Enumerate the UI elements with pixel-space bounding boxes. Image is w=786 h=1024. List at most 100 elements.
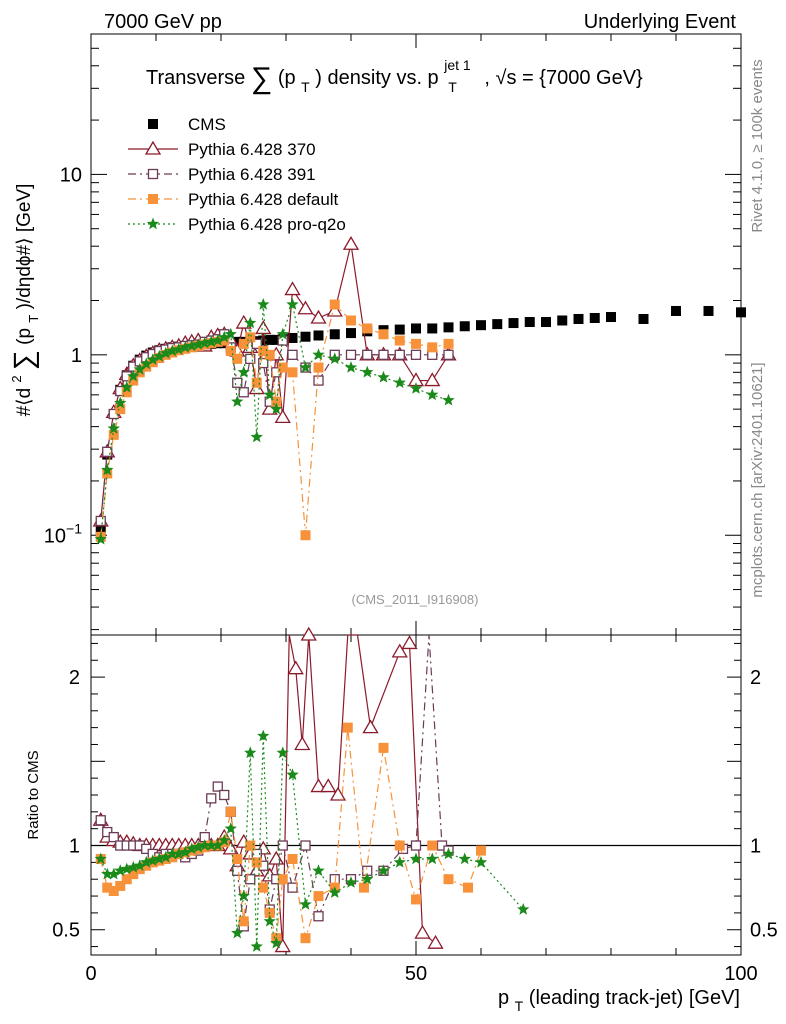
ratio-point bbox=[276, 746, 289, 759]
data-point bbox=[443, 338, 454, 349]
data-point bbox=[345, 349, 357, 360]
data-point bbox=[153, 349, 166, 362]
ratio-series-pythia-6-428-391 bbox=[95, 634, 454, 932]
legend-marker bbox=[146, 217, 160, 230]
ratio-point bbox=[127, 860, 140, 873]
ratio-point bbox=[146, 854, 159, 866]
data-point bbox=[329, 329, 340, 340]
data-point bbox=[133, 362, 146, 375]
ratio-point bbox=[121, 874, 132, 885]
data-point bbox=[244, 316, 257, 329]
data-point bbox=[245, 332, 256, 343]
title-part-a: Transverse bbox=[146, 67, 245, 89]
data-point bbox=[297, 300, 314, 315]
data-point bbox=[346, 315, 356, 326]
header-analysis-label: Underlying Event bbox=[584, 11, 737, 33]
ratio-point bbox=[474, 855, 488, 868]
data-point bbox=[179, 340, 192, 353]
data-point bbox=[232, 377, 243, 388]
data-point bbox=[127, 369, 140, 382]
ratio-point bbox=[206, 793, 217, 804]
ratio-point bbox=[212, 781, 223, 792]
data-point bbox=[300, 331, 311, 342]
data-point bbox=[115, 404, 126, 415]
data-point bbox=[245, 353, 256, 364]
data-point bbox=[508, 318, 519, 329]
data-point bbox=[108, 429, 119, 440]
data-point bbox=[218, 330, 231, 343]
data-point bbox=[312, 348, 325, 361]
data-point bbox=[329, 299, 340, 310]
legend-marker bbox=[148, 194, 158, 204]
ratio-point bbox=[359, 882, 369, 893]
ratio-point bbox=[299, 898, 312, 910]
ratio-point bbox=[245, 840, 256, 851]
ratio-point bbox=[414, 924, 431, 939]
legend-marker bbox=[148, 119, 158, 129]
ratio-point bbox=[128, 869, 139, 880]
ratio-point bbox=[313, 911, 324, 922]
ratio-point bbox=[427, 934, 444, 949]
y-tick-base: 10 bbox=[44, 525, 66, 547]
series-line bbox=[100, 302, 449, 540]
data-point bbox=[128, 375, 139, 386]
title-part-c-sup: jet 1 bbox=[443, 57, 471, 73]
data-point bbox=[258, 357, 269, 369]
y-tick-label-ratio: 1 bbox=[69, 836, 80, 858]
ratio-point bbox=[361, 872, 374, 885]
data-point bbox=[589, 312, 600, 323]
legend-entry: Pythia 6.428 pro-q2o bbox=[128, 215, 346, 234]
data-point bbox=[557, 315, 568, 326]
data-point bbox=[524, 317, 535, 328]
y-tick-label-ratio: 2 bbox=[69, 667, 80, 689]
data-point bbox=[225, 346, 236, 357]
title-part-b: (p bbox=[278, 67, 296, 89]
data-point bbox=[736, 307, 746, 318]
ratio-point bbox=[277, 840, 288, 851]
title-sum-symbol: ∑ bbox=[251, 62, 272, 95]
ratio-point bbox=[270, 936, 283, 949]
ratio-point bbox=[393, 855, 406, 868]
data-point bbox=[394, 324, 405, 335]
ratio-point bbox=[237, 889, 250, 902]
ratio-point bbox=[409, 852, 423, 865]
data-point bbox=[424, 372, 441, 387]
data-point bbox=[192, 338, 205, 350]
ratio-point bbox=[244, 746, 257, 759]
legend-label: Pythia 6.428 default bbox=[188, 190, 339, 209]
ratio-point bbox=[102, 882, 113, 893]
mcplots-label: mcplots.cern.ch [arXiv:2401.10621] bbox=[749, 362, 766, 597]
data-point bbox=[361, 365, 374, 378]
data-point bbox=[393, 376, 406, 388]
ratio-point bbox=[95, 815, 106, 826]
data-point bbox=[255, 320, 272, 335]
y-tick-label-top: 10 bbox=[60, 164, 82, 186]
ratio-point bbox=[167, 852, 178, 863]
legend-label: CMS bbox=[188, 115, 226, 134]
y-tick-label-ratio: 0.5 bbox=[52, 920, 80, 942]
data-point bbox=[263, 388, 276, 401]
data-point bbox=[224, 327, 237, 340]
x-tick-label: 50 bbox=[405, 963, 427, 985]
svg-text:#⟨d 2 ∑ (p: #⟨d 2 ∑ (p T )/dηdϕ#⟩ [GeV] bbox=[5, 184, 43, 417]
ratio-point bbox=[310, 778, 327, 793]
data-point bbox=[146, 353, 159, 365]
data-point bbox=[378, 349, 389, 360]
ratio-point bbox=[211, 839, 224, 851]
data-point bbox=[638, 313, 649, 324]
ratio-point bbox=[329, 786, 347, 801]
y-tick-label-ratio-right: 2 bbox=[750, 667, 761, 689]
data-point bbox=[410, 349, 422, 360]
ylabel-sub: T bbox=[26, 315, 41, 323]
data-point bbox=[671, 305, 681, 316]
data-point bbox=[250, 430, 263, 443]
ratio-point bbox=[108, 831, 119, 843]
y-tick-label-ratio-right: 0.5 bbox=[750, 920, 778, 942]
ylabel-part-b: (p bbox=[14, 328, 35, 345]
data-point bbox=[442, 393, 455, 406]
data-point bbox=[394, 349, 405, 360]
ratio-point bbox=[224, 822, 237, 834]
data-point bbox=[198, 336, 211, 349]
xlabel-sub: T bbox=[515, 998, 524, 1014]
data-point bbox=[362, 323, 373, 334]
